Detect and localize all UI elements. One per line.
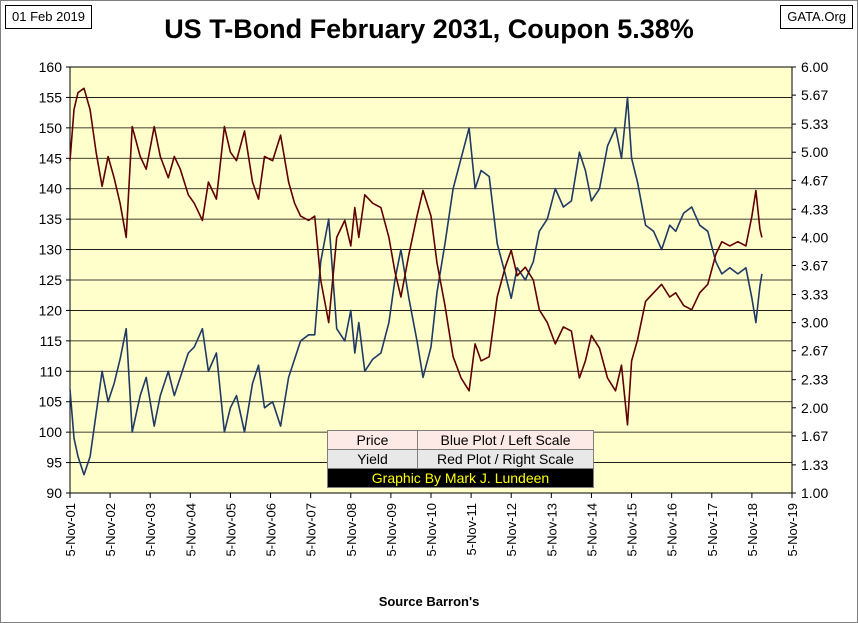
legend-price-label: Price xyxy=(327,430,418,450)
left-tick-label: 100 xyxy=(39,424,63,440)
legend-yield-desc: Red Plot / Right Scale xyxy=(417,449,594,469)
x-tick-label: 5-Nov-13 xyxy=(544,503,559,556)
legend-credit: Graphic By Mark J. Lundeen xyxy=(327,468,594,488)
left-tick-label: 115 xyxy=(40,333,63,349)
x-tick-label: 5-Nov-01 xyxy=(63,503,78,556)
x-tick-label: 5-Nov-16 xyxy=(665,503,680,556)
legend-yield-label: Yield xyxy=(327,449,418,469)
left-tick-label: 90 xyxy=(46,485,62,501)
left-tick-label: 110 xyxy=(40,363,63,379)
x-tick-label: 5-Nov-11 xyxy=(464,503,479,556)
legend-row-credit: Graphic By Mark J. Lundeen xyxy=(327,468,594,488)
x-tick-label: 5-Nov-02 xyxy=(103,503,118,556)
right-tick-label: 1.67 xyxy=(801,428,828,444)
chart-title: US T-Bond February 2031, Coupon 5.38% xyxy=(164,14,694,44)
x-tick-label: 5-Nov-15 xyxy=(625,503,640,556)
date-tag: 01 Feb 2019 xyxy=(5,5,93,29)
right-tick-label: 4.00 xyxy=(801,229,828,245)
x-tick-label: 5-Nov-12 xyxy=(504,503,519,556)
left-tick-label: 120 xyxy=(39,302,63,318)
left-tick-label: 150 xyxy=(39,120,63,136)
x-tick-label: 5-Nov-08 xyxy=(344,503,359,556)
left-tick-label: 140 xyxy=(39,181,63,197)
right-tick-label: 5.33 xyxy=(801,116,828,132)
right-tick-label: 3.33 xyxy=(801,286,828,302)
legend-row-price: Price Blue Plot / Left Scale xyxy=(327,430,594,450)
source-footer: Source Barron's xyxy=(378,594,480,609)
right-tick-label: 6.00 xyxy=(801,59,828,75)
x-tick-label: 5-Nov-05 xyxy=(223,503,238,556)
left-tick-label: 95 xyxy=(46,455,62,471)
x-tick-label: 5-Nov-09 xyxy=(384,503,399,556)
legend-row-yield: Yield Red Plot / Right Scale xyxy=(327,449,594,469)
series-layer xyxy=(69,87,763,476)
series-line-yield xyxy=(69,87,763,426)
x-tick-label: 5-Nov-03 xyxy=(143,503,158,556)
x-tick-label: 5-Nov-14 xyxy=(584,503,599,556)
right-tick-label: 2.00 xyxy=(801,400,828,416)
right-tick-label: 4.67 xyxy=(801,172,828,188)
source-tag: GATA.Org xyxy=(780,5,853,29)
right-tick-label: 1.00 xyxy=(801,485,828,501)
right-tick-label: 5.00 xyxy=(801,144,828,160)
left-tick-label: 160 xyxy=(39,59,63,75)
left-tick-label: 105 xyxy=(39,394,63,410)
right-tick-label: 3.00 xyxy=(801,315,828,331)
x-tick-label: 5-Nov-10 xyxy=(424,503,439,556)
right-tick-label: 4.33 xyxy=(801,201,828,217)
right-tick-label: 2.33 xyxy=(801,372,828,388)
left-tick-label: 145 xyxy=(39,150,63,166)
right-tick-label: 5.67 xyxy=(801,87,828,103)
left-tick-label: 130 xyxy=(39,242,63,258)
x-tick-label: 5-Nov-19 xyxy=(785,503,800,556)
left-tick-label: 135 xyxy=(39,211,63,227)
right-tick-label: 1.33 xyxy=(801,457,828,473)
left-tick-label: 155 xyxy=(39,89,63,105)
left-tick-label: 125 xyxy=(39,272,63,288)
x-tick-label: 5-Nov-17 xyxy=(705,503,720,556)
x-tick-label: 5-Nov-04 xyxy=(183,503,198,556)
legend: Price Blue Plot / Left Scale Yield Red P… xyxy=(327,430,594,488)
x-tick-label: 5-Nov-07 xyxy=(304,503,319,556)
right-tick-label: 3.67 xyxy=(801,258,828,274)
legend-price-desc: Blue Plot / Left Scale xyxy=(417,430,594,450)
right-tick-label: 2.67 xyxy=(801,343,828,359)
axes: 90 95 100 105 110 115 120 125 130 135 140 145 150 155… xyxy=(39,59,829,556)
x-tick-label: 5-Nov-18 xyxy=(745,503,760,556)
x-tick-label: 5-Nov-06 xyxy=(264,503,279,556)
